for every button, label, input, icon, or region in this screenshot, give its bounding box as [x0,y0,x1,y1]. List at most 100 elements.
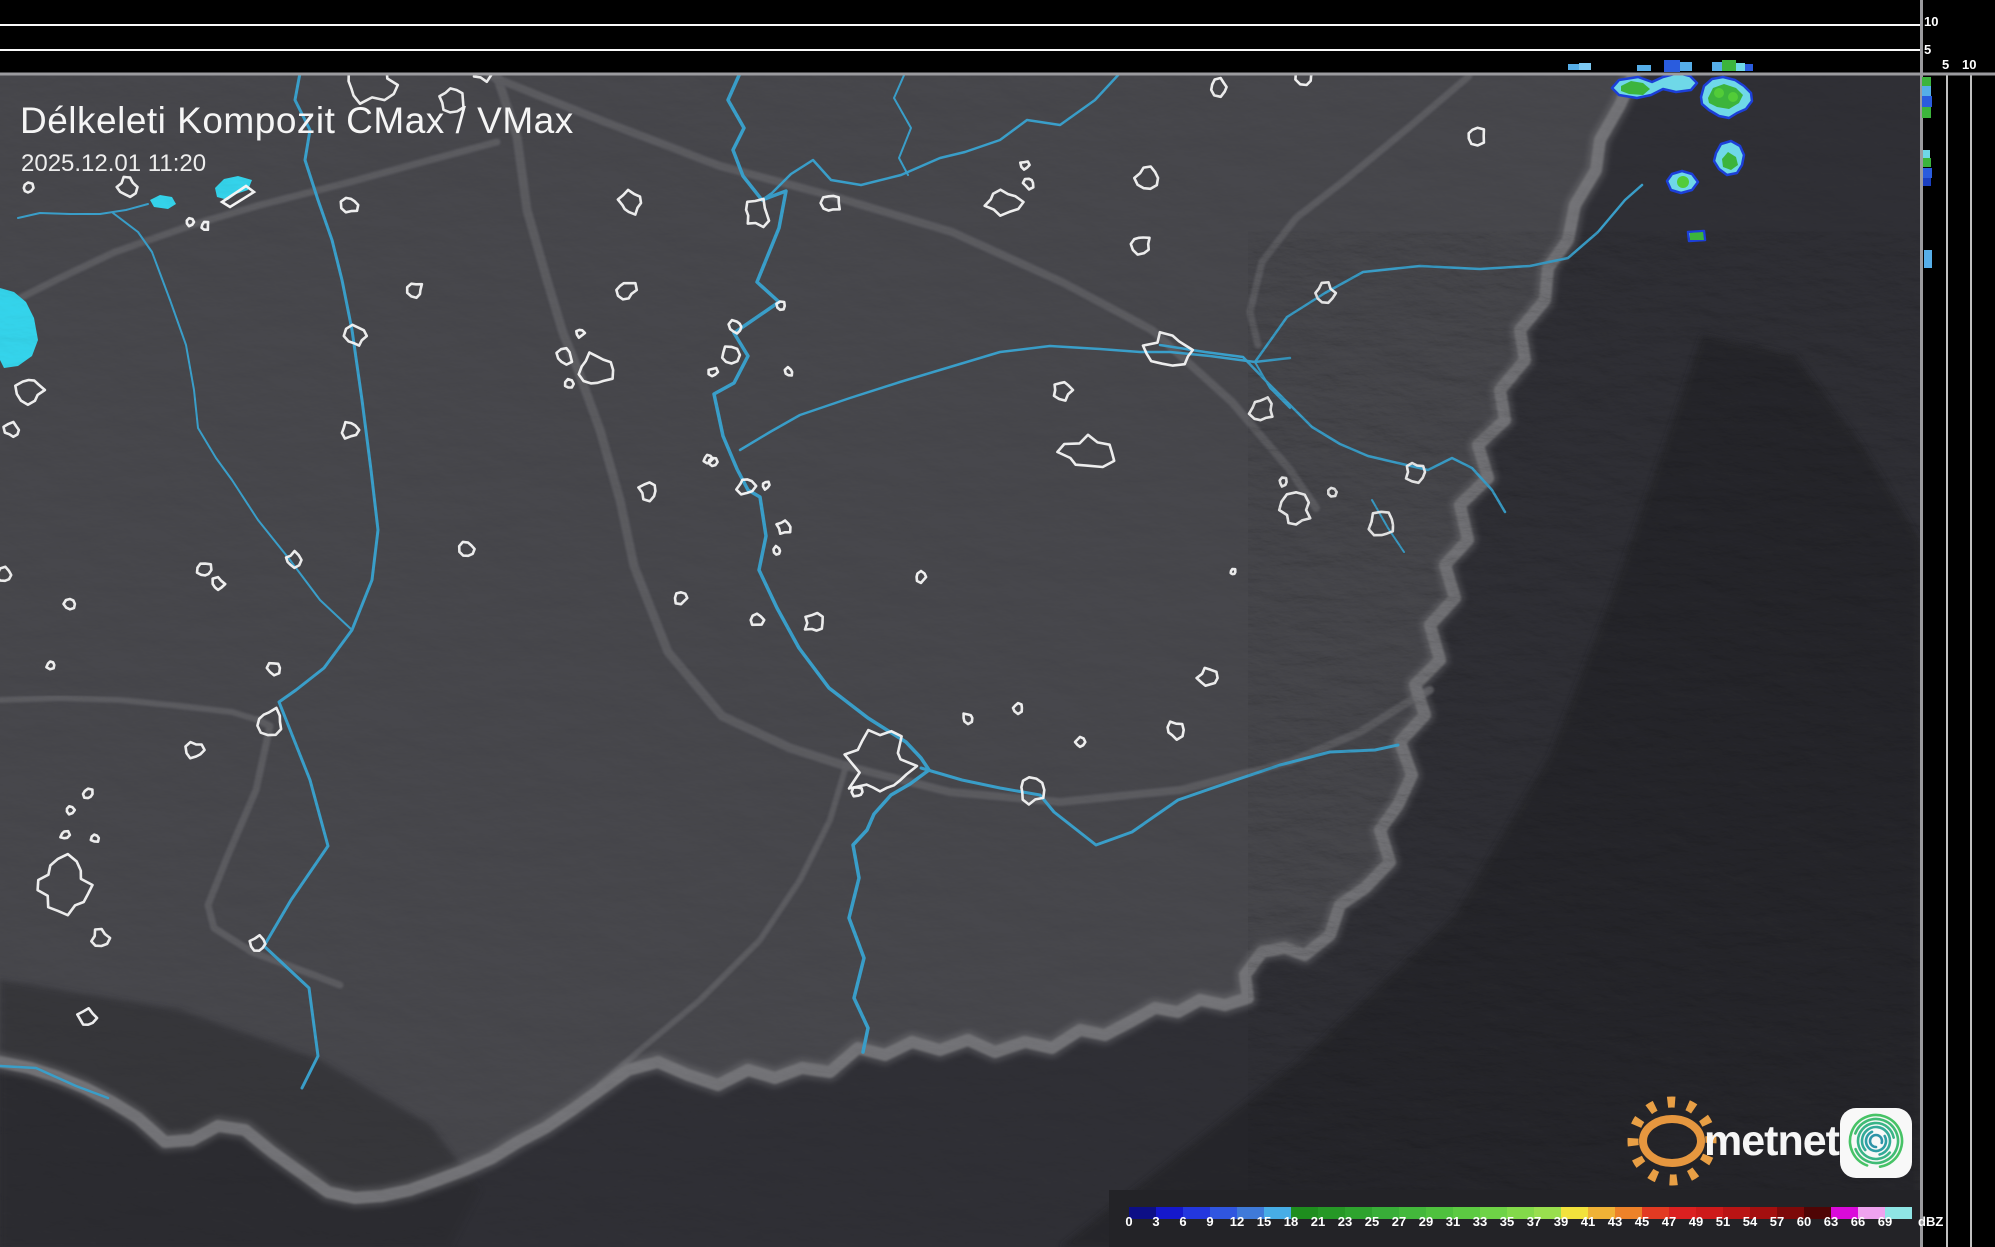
legend-tick: 31 [1445,1214,1461,1229]
echo-core [1714,88,1724,98]
legend-tick: 47 [1661,1214,1677,1229]
right-panel-echo [1923,150,1930,158]
legend-cell [1183,1207,1210,1219]
echo-core [1677,176,1689,188]
right-panel-label-5: 5 [1942,57,1950,72]
legend-cell [1588,1207,1615,1219]
legend-tick: 43 [1607,1214,1623,1229]
top-panel-echo [1712,62,1722,71]
legend-cell [1426,1207,1453,1219]
legend-cell [1831,1207,1858,1219]
legend-cell [1480,1207,1507,1219]
top-panel-echo [1745,64,1753,71]
echo-green [1621,81,1650,95]
top-panel-echo [1568,64,1579,70]
sun-icon [1627,1096,1717,1186]
brand-icons [1627,1096,1912,1186]
legend-tick: 6 [1179,1214,1187,1229]
right-panel-echo [1923,158,1931,167]
legend-tick: 45 [1634,1214,1650,1229]
legend-tick: 33 [1472,1214,1488,1229]
radar-echo-blob [1665,169,1700,195]
radar-echo-blob [1712,139,1746,177]
legend-tick: 25 [1364,1214,1380,1229]
metnet-wordmark: metnet [1704,1117,1840,1165]
echo-green [1690,232,1704,240]
top-panel-echo [1579,63,1591,70]
legend-tick: 18 [1283,1214,1299,1229]
right-panel-echo [1924,250,1932,268]
echo-green [1722,152,1738,170]
right-panel-echo [1922,86,1931,96]
legend-cell [1372,1207,1399,1219]
legend-cell [1642,1207,1669,1219]
legend-tick: 9 [1206,1214,1214,1229]
legend-tick: 57 [1769,1214,1785,1229]
radar-echo-blob [1686,229,1707,243]
right-panel-echo [1922,107,1931,118]
top-panel-echo [1680,62,1692,71]
legend-cell [1345,1207,1372,1219]
right-panel-echo [1923,178,1931,186]
radar-echo-blob [1610,73,1699,100]
legend-cell [1129,1207,1156,1219]
right-profile-panel [1920,0,1995,1247]
top-panel-echo [1637,65,1651,71]
legend-tick: 23 [1337,1214,1353,1229]
dbz-color-scale: 0 3 6 9 12 15 18 21 23 25 27 29 31 33 35 37 39 41 43 45 47 49… [1109,1190,1943,1247]
legend-cell [1804,1207,1831,1219]
legend-tick: 69 [1877,1214,1893,1229]
right-panel-echo [1922,77,1931,86]
right-panel-echo [1922,96,1932,107]
legend-cell [1723,1207,1750,1219]
legend-cell [1858,1207,1885,1219]
legend-tick: 29 [1418,1214,1434,1229]
top-panel-echo [1736,63,1745,71]
legend-tick: 12 [1229,1214,1245,1229]
legend-tick: 0 [1125,1214,1133,1229]
legend-cell [1507,1207,1534,1219]
legend-tick: 15 [1256,1214,1272,1229]
top-panel-echo [1722,60,1736,71]
top-profile-panel [0,0,1920,73]
legend-cell [1318,1207,1345,1219]
legend-cell [1669,1207,1696,1219]
legend-tick: 41 [1580,1214,1596,1229]
legend-cell [1750,1207,1777,1219]
legend-cell [1210,1207,1237,1219]
top-panel-height-label-5: 5 [1924,42,1932,57]
legend-tick: 39 [1553,1214,1569,1229]
map-layers [0,73,1920,1247]
legend-cell [1534,1207,1561,1219]
radar-echo-blob [1699,75,1754,120]
legend-tick: 60 [1796,1214,1812,1229]
legend-cell [1291,1207,1318,1219]
product-title: Délkeleti Kompozit CMax / VMax [20,100,574,141]
legend-cell [1237,1207,1264,1219]
legend-tick: 66 [1850,1214,1866,1229]
legend-tick: 37 [1526,1214,1542,1229]
legend-tick: 51 [1715,1214,1731,1229]
legend-cell [1615,1207,1642,1219]
legend-tick: 3 [1152,1214,1160,1229]
legend-tick: 54 [1742,1214,1758,1229]
legend-cell [1399,1207,1426,1219]
top-panel-echo [1664,60,1680,72]
legend-cell [1885,1207,1912,1219]
legend-tick: 27 [1391,1214,1407,1229]
legend-cell [1777,1207,1804,1219]
legend-tick: 63 [1823,1214,1839,1229]
legend-unit: dBZ [1918,1214,1944,1229]
right-panel-echo [1923,168,1932,178]
legend-cell [1156,1207,1183,1219]
spiral-app-icon [1840,1108,1912,1178]
top-panel-height-label-10: 10 [1924,14,1939,29]
legend-tick: 49 [1688,1214,1704,1229]
legend-tick: 21 [1310,1214,1326,1229]
terrain-texture-mountains [1280,280,1920,1247]
timestamp: 2025.12.01 11:20 [21,150,207,177]
echo-core [1728,92,1738,102]
